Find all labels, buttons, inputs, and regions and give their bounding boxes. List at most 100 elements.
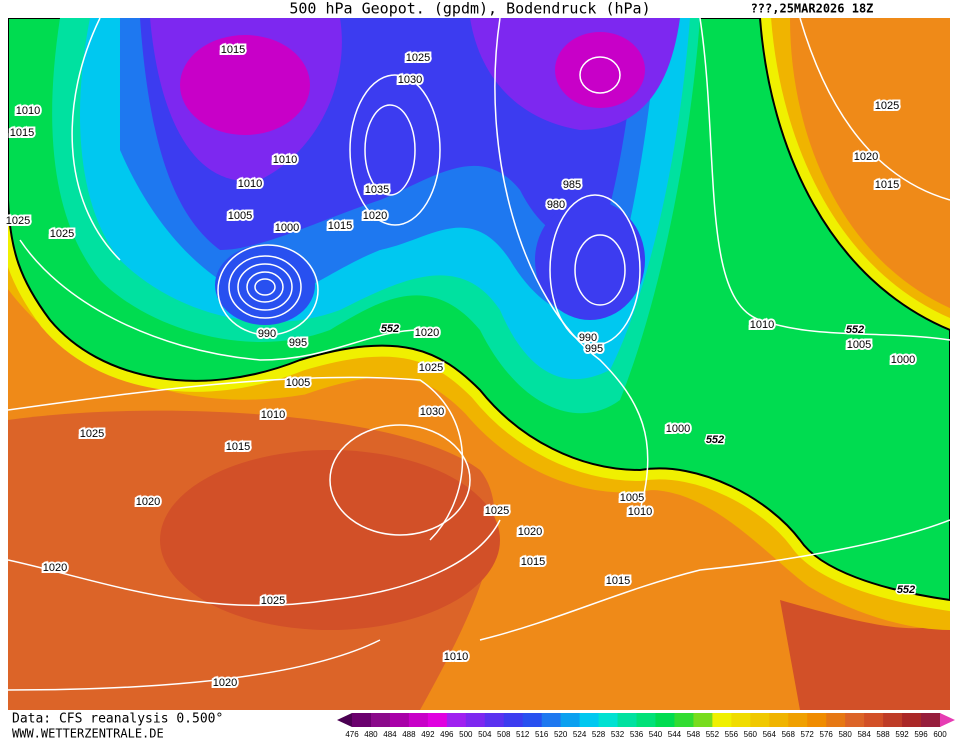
colorbar-label: 596	[914, 730, 928, 739]
colorbar-label: 512	[516, 730, 530, 739]
isobar-label: 1020	[43, 562, 67, 574]
isobar-label: 1015	[221, 44, 245, 56]
isobar-label: 1020	[415, 327, 439, 339]
colorbar-label: 540	[649, 730, 663, 739]
colorbar-label: 480	[364, 730, 378, 739]
colorbar-swatch	[807, 713, 827, 727]
isobar-label: 1005	[228, 210, 252, 222]
colorbar-label: 576	[820, 730, 834, 739]
isobar-label: 1015	[226, 441, 250, 453]
isobar-label: 1030	[398, 74, 422, 86]
website: WWW.WETTERZENTRALE.DE	[12, 727, 164, 741]
isobar-label: 1015	[10, 127, 34, 139]
isobar-label: 1010	[750, 319, 774, 331]
isobar-label: 1025	[875, 100, 899, 112]
colorbar-label: 484	[383, 730, 397, 739]
isobar-label: 1005	[286, 377, 310, 389]
colorbar-label: 520	[554, 730, 568, 739]
colorbar-swatch	[655, 713, 675, 727]
colorbar-arrow	[337, 713, 352, 727]
colorbar-label: 532	[611, 730, 625, 739]
isobar-label: 1010	[261, 409, 285, 421]
map	[8, 18, 950, 710]
colorbar-swatch	[484, 713, 505, 727]
isobar-label: 1010	[628, 506, 652, 518]
colorbar-swatch	[636, 713, 656, 727]
colorbar-arrow	[940, 713, 955, 727]
colorbar-label: 592	[895, 730, 909, 739]
isobar-label: 1020	[363, 210, 387, 222]
colorbar-label: 556	[725, 730, 739, 739]
colorbar-swatch	[598, 713, 619, 727]
isobar-label: 1000	[891, 354, 915, 366]
isobar-label: 1000	[275, 222, 299, 234]
colorbar-label: 488	[402, 730, 416, 739]
height-contour-label: 552	[897, 584, 915, 596]
isobar-label: 1030	[420, 406, 444, 418]
map-title: 500 hPa Geopot. (gpdm), Bodendruck (hPa)	[289, 0, 650, 18]
isobar-label: 1015	[328, 220, 352, 232]
colorbar-swatch	[769, 713, 789, 727]
isobar-label: 1000	[666, 423, 690, 435]
colorbar-swatch	[826, 713, 846, 727]
colorbar-label: 548	[687, 730, 701, 739]
colorbar-swatch	[389, 713, 410, 727]
isobar-label: 995	[289, 337, 307, 349]
isobar-label: 1020	[213, 677, 237, 689]
colorbar-swatch	[617, 713, 638, 727]
isobar-label: 1010	[273, 154, 297, 166]
isobar-label: 1005	[620, 492, 644, 504]
colorbar-label: 496	[440, 730, 454, 739]
colorbar-swatch	[427, 713, 448, 727]
isobar-label: 1035	[365, 184, 389, 196]
isobar-label: 980	[547, 199, 565, 211]
isobar-label: 1025	[406, 52, 430, 64]
colorbar-swatch	[522, 713, 543, 727]
isobar-label: 1015	[875, 179, 899, 191]
colorbar-swatch	[560, 713, 581, 727]
label-layer: 1015 1025 1030 1010 1015 1010 1010 1035 985 980 10…	[4, 42, 917, 691]
isobar-label: 995	[585, 343, 603, 355]
colorbar-swatch	[902, 713, 922, 727]
colorbar-swatch	[731, 713, 751, 727]
map-date: ???,25MAR2026 18Z	[751, 2, 874, 16]
colorbar-label: 572	[801, 730, 815, 739]
isobar-label: 1005	[847, 339, 871, 351]
colorbar-swatch	[883, 713, 903, 727]
colorbar-label: 544	[668, 730, 682, 739]
colorbar-swatch	[712, 713, 732, 727]
isobar-label: 1020	[136, 496, 160, 508]
isobar-label: 1025	[261, 595, 285, 607]
isobar-label: 1025	[485, 505, 509, 517]
colorbar-label: 564	[763, 730, 777, 739]
isobar-label: 1015	[606, 575, 630, 587]
isobar-label: 985	[563, 179, 581, 191]
colorbar-label: 588	[876, 730, 890, 739]
isobar-label: 1020	[518, 526, 542, 538]
colorbar-swatch	[693, 713, 713, 727]
colorbar-swatch	[921, 713, 941, 727]
colorbar-label: 508	[497, 730, 511, 739]
colorbar-swatch	[503, 713, 524, 727]
isobar-label: 990	[579, 332, 597, 344]
colorbar-label: 504	[478, 730, 492, 739]
colorbar-swatch	[408, 713, 429, 727]
colorbar-label: 476	[345, 730, 359, 739]
colorbar-label: 536	[630, 730, 644, 739]
colorbar-swatch	[465, 713, 486, 727]
colorbar-swatch	[579, 713, 600, 727]
colorbar-label: 560	[744, 730, 758, 739]
isobar-label: 1025	[50, 228, 74, 240]
colorbar-swatch	[864, 713, 884, 727]
colorbar-swatch	[845, 713, 865, 727]
data-source: Data: CFS reanalysis 0.500°	[12, 712, 223, 727]
colorbar-swatch	[674, 713, 694, 727]
colorbar-label: 600	[933, 730, 947, 739]
isobar-label: 1025	[6, 215, 30, 227]
height-contour-label: 552	[706, 434, 724, 446]
isobar-label: 1010	[238, 178, 262, 190]
isobar-label: 1025	[419, 362, 443, 374]
isobar-label: 1010	[16, 105, 40, 117]
isobar-label: 1015	[521, 556, 545, 568]
